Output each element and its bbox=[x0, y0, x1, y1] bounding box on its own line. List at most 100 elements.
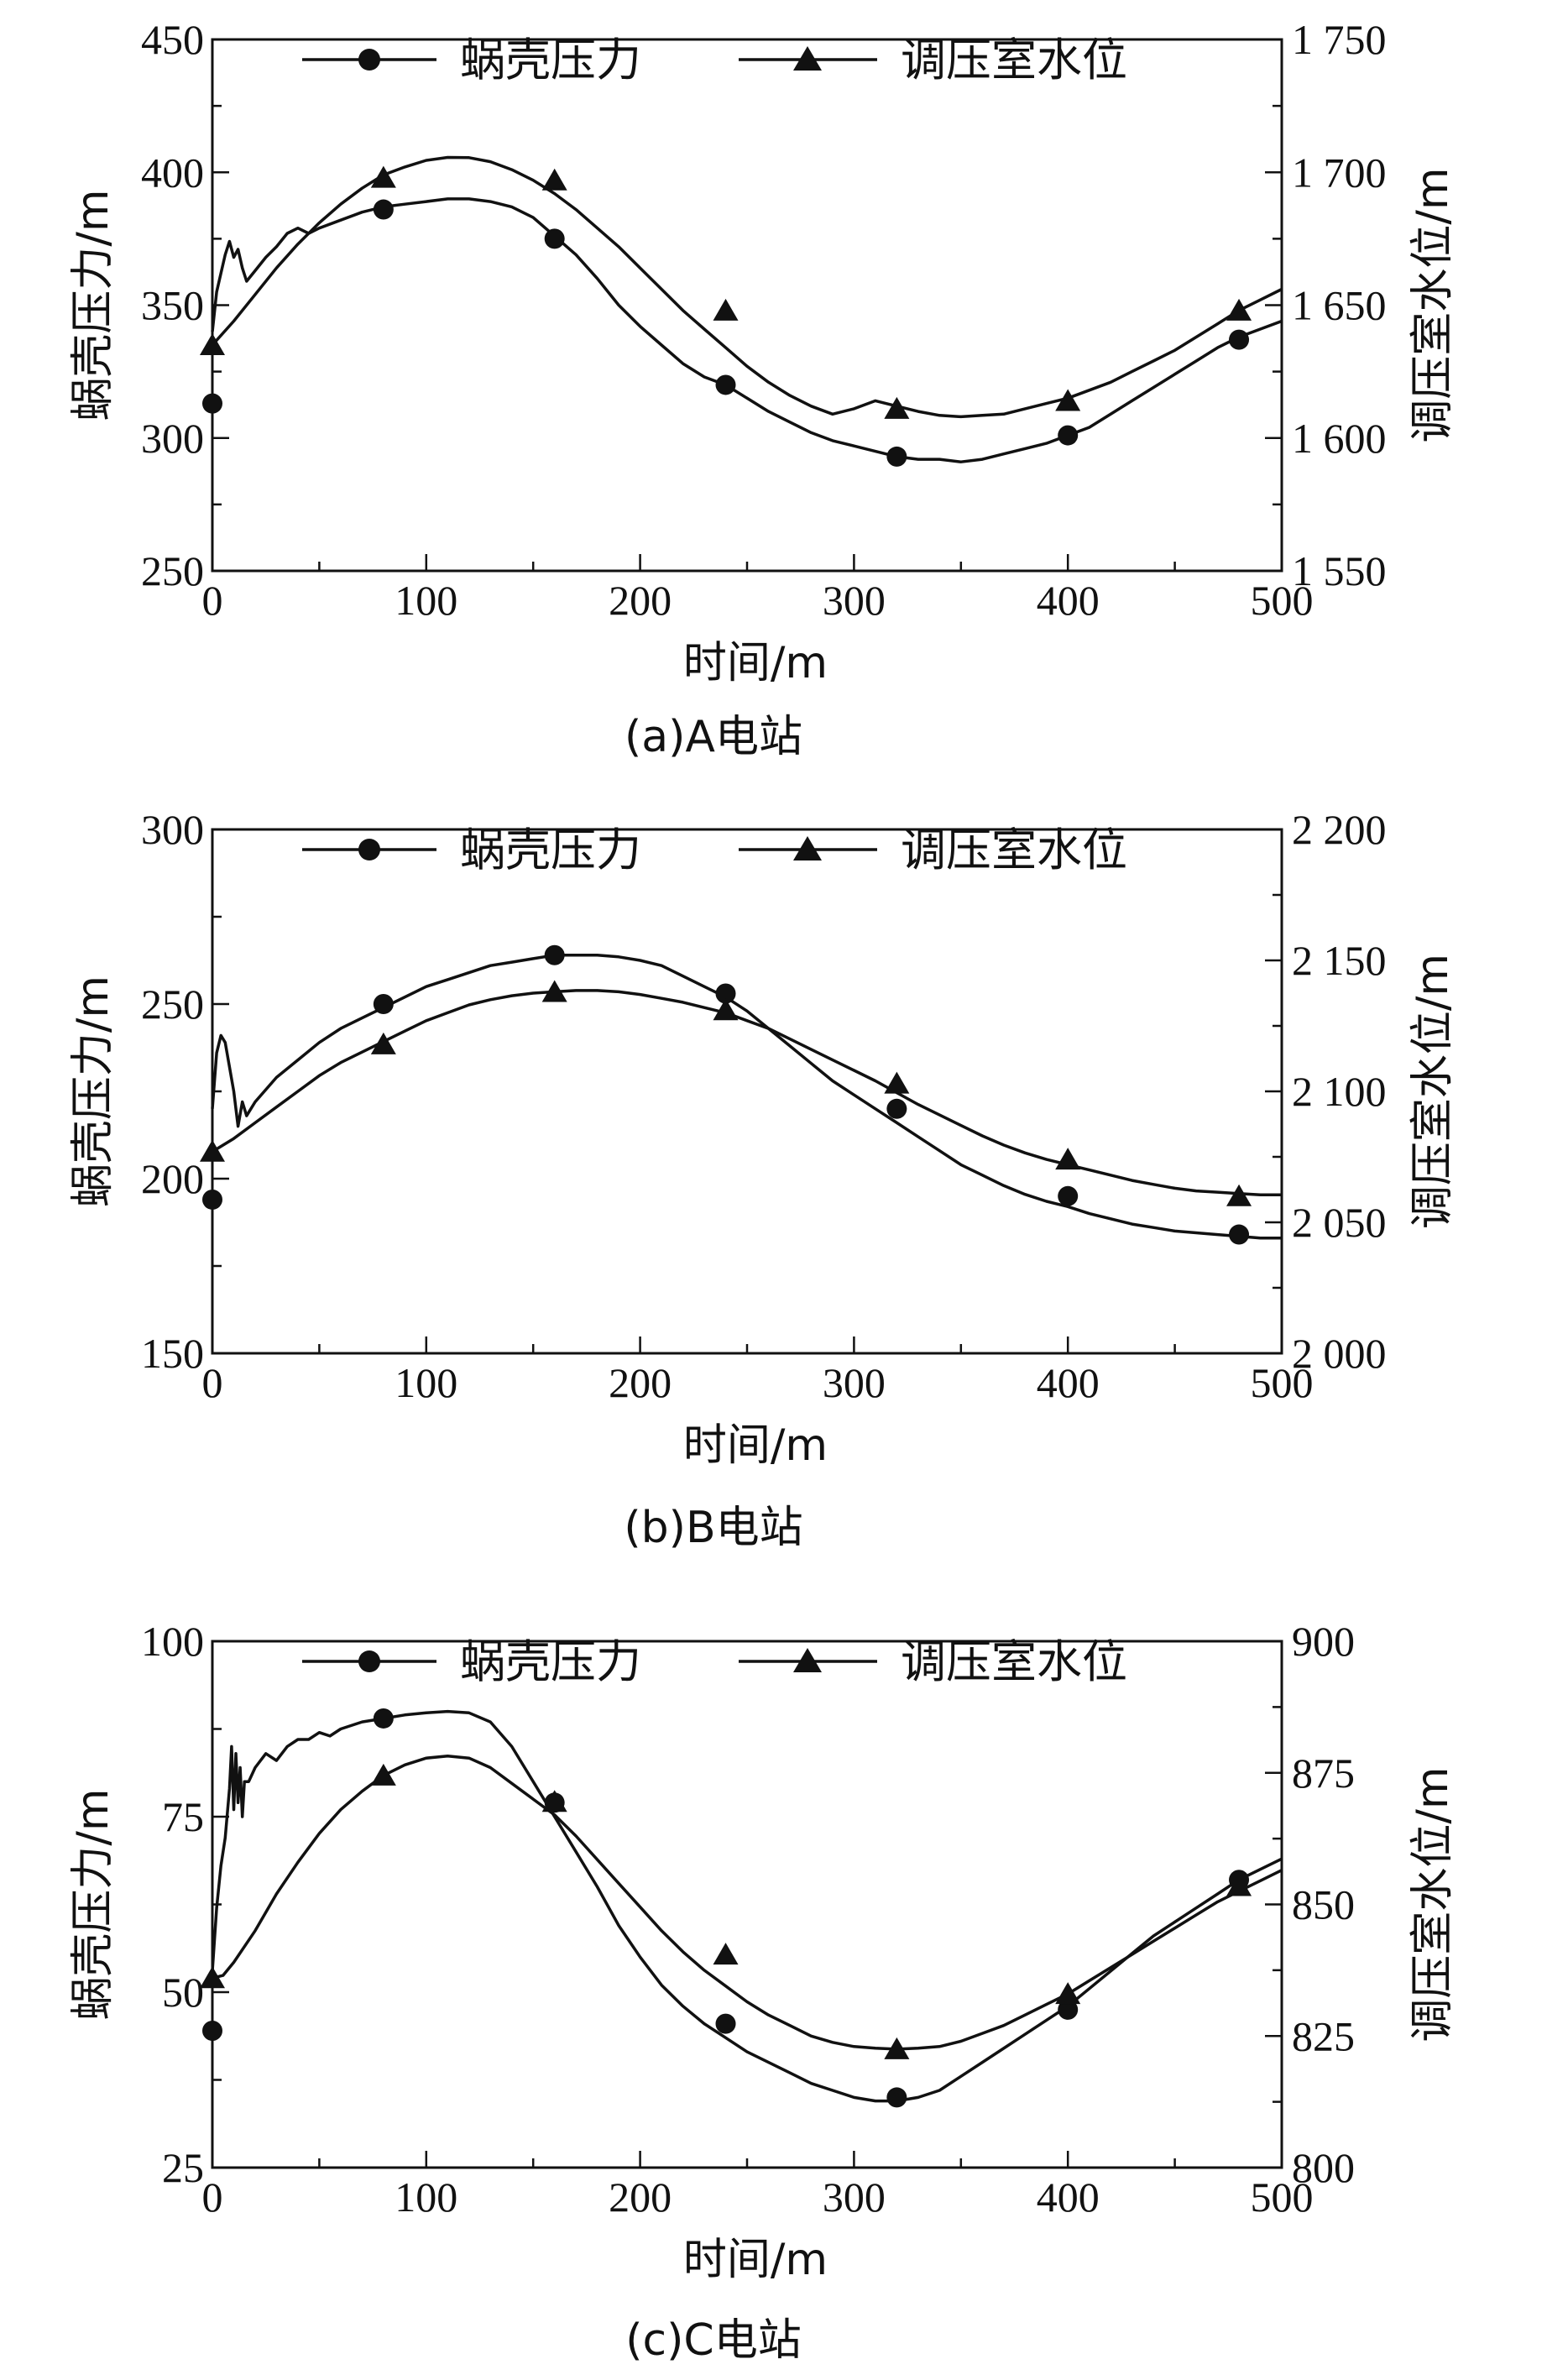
marker-circle bbox=[373, 199, 394, 220]
y-left-tick-label: 200 bbox=[141, 1155, 204, 1202]
x-tick-label: 400 bbox=[1037, 1359, 1100, 1406]
marker-circle bbox=[886, 1098, 907, 1119]
y-right-tick-label: 825 bbox=[1292, 2012, 1355, 2059]
legend-marker-triangle bbox=[793, 1648, 822, 1672]
y-left-tick-label: 150 bbox=[141, 1330, 204, 1377]
marker-circle bbox=[202, 2020, 222, 2041]
marker-triangle bbox=[1226, 298, 1252, 321]
series-line-pressure bbox=[211, 954, 1282, 1240]
series-line-pressure bbox=[211, 1709, 1283, 2103]
x-axis-label: 时间/m bbox=[683, 2235, 828, 2285]
marker-circle bbox=[202, 1189, 222, 1210]
x-tick-label: 300 bbox=[823, 2173, 886, 2220]
y-right-tick-label: 1 600 bbox=[1292, 415, 1387, 462]
x-tick-label: 200 bbox=[609, 1359, 672, 1406]
y-left-tick-label: 300 bbox=[141, 806, 204, 853]
y-left-tick-label: 75 bbox=[162, 1793, 204, 1840]
marker-circle bbox=[373, 994, 394, 1014]
x-axis-label: 时间/m bbox=[683, 638, 828, 688]
marker-circle bbox=[1229, 1224, 1250, 1245]
legend-label-water-level: 调压室水位 bbox=[901, 824, 1127, 876]
x-tick-label: 0 bbox=[202, 2173, 223, 2220]
marker-circle bbox=[886, 2087, 907, 2108]
y-right-tick-label: 2 050 bbox=[1292, 1199, 1387, 1246]
x-tick-label: 400 bbox=[1037, 577, 1100, 624]
legend-marker-triangle bbox=[793, 46, 822, 71]
marker-triangle bbox=[713, 998, 739, 1021]
marker-circle bbox=[715, 2013, 736, 2034]
y-right-tick-label: 2 200 bbox=[1292, 806, 1387, 853]
panel-caption: (b)B电站 bbox=[624, 1503, 802, 1553]
marker-triangle bbox=[541, 1790, 567, 1812]
x-tick-label: 400 bbox=[1037, 2173, 1100, 2220]
y-left-tick-label: 400 bbox=[141, 149, 204, 196]
y-right-axis-label: 调压室水位/m bbox=[1408, 1766, 1458, 2042]
y-left-tick-label: 250 bbox=[141, 981, 204, 1028]
marker-triangle bbox=[884, 396, 910, 419]
marker-circle bbox=[373, 1708, 394, 1729]
series-line-water-level bbox=[211, 155, 1283, 419]
marker-circle bbox=[1058, 425, 1079, 446]
marker-triangle bbox=[541, 980, 567, 1002]
y-left-tick-label: 300 bbox=[141, 415, 204, 462]
marker-circle bbox=[544, 228, 565, 249]
marker-circle bbox=[202, 393, 222, 414]
x-tick-label: 0 bbox=[202, 1359, 223, 1406]
legend-marker-circle bbox=[358, 839, 380, 860]
x-tick-label: 200 bbox=[609, 2173, 672, 2220]
legend-label-water-level: 调压室水位 bbox=[901, 34, 1127, 86]
marker-circle bbox=[715, 983, 736, 1004]
legend-label-pressure: 蜗壳压力 bbox=[460, 34, 641, 86]
chart-panel-a: 0 100 200 300 400 500 250 300 350 400 450 1 550 1 60… bbox=[68, 16, 1458, 762]
marker-circle bbox=[1058, 1185, 1079, 1206]
marker-triangle bbox=[1226, 1184, 1252, 1206]
y-right-tick-label: 2 000 bbox=[1292, 1330, 1387, 1377]
y-left-axis-label: 蜗壳压力/m bbox=[68, 189, 118, 421]
marker-triangle bbox=[200, 332, 225, 355]
x-tick-label: 300 bbox=[823, 577, 886, 624]
x-tick-label: 300 bbox=[823, 1359, 886, 1406]
series-line-water-level bbox=[212, 989, 1282, 1196]
chart-panel-b: 0 100 200 300 400 500 150 200 250 300 2 000 2 050 2 … bbox=[68, 806, 1458, 1553]
y-left-tick-label: 350 bbox=[141, 282, 204, 329]
marker-triangle bbox=[200, 1139, 225, 1162]
legend-label-pressure: 蜗壳压力 bbox=[460, 1635, 641, 1688]
y-left-tick-label: 450 bbox=[141, 16, 204, 63]
marker-triangle bbox=[370, 1032, 396, 1054]
y-right-axis-label: 调压室水位/m bbox=[1408, 167, 1458, 442]
panel-caption: (a)A电站 bbox=[625, 712, 802, 762]
marker-circle bbox=[544, 944, 565, 965]
y-left-tick-label: 25 bbox=[162, 2144, 204, 2191]
legend-label-pressure: 蜗壳压力 bbox=[460, 824, 641, 876]
legend: 蜗壳压力 调压室水位 bbox=[302, 824, 1127, 876]
legend-label-water-level: 调压室水位 bbox=[901, 1635, 1127, 1688]
marker-triangle bbox=[713, 1943, 739, 1965]
y-right-tick-label: 800 bbox=[1292, 2144, 1355, 2191]
y-right-tick-label: 1 750 bbox=[1292, 16, 1387, 63]
marker-triangle bbox=[370, 165, 396, 188]
marker-triangle bbox=[713, 298, 739, 321]
legend: 蜗壳压力 调压室水位 bbox=[302, 34, 1127, 86]
legend-marker-triangle bbox=[793, 836, 822, 860]
marker-triangle bbox=[1055, 1982, 1081, 2005]
y-right-axis-label: 调压室水位/m bbox=[1408, 954, 1458, 1229]
x-tick-label: 100 bbox=[395, 2173, 457, 2220]
y-left-tick-label: 50 bbox=[162, 1969, 204, 2016]
chart-panel-c: 0 100 200 300 400 500 25 50 75 100 800 825 850 875 900… bbox=[68, 1618, 1458, 2366]
y-right-tick-label: 1 700 bbox=[1292, 149, 1387, 196]
x-tick-label: 100 bbox=[395, 1359, 457, 1406]
y-left-axis-label: 蜗壳压力/m bbox=[68, 976, 118, 1207]
marker-triangle bbox=[200, 1966, 225, 1989]
marker-circle bbox=[1229, 329, 1250, 350]
x-axis-label: 时间/m bbox=[683, 1420, 828, 1471]
y-right-tick-label: 1 550 bbox=[1292, 547, 1387, 594]
y-right-tick-label: 2 100 bbox=[1292, 1068, 1387, 1115]
series-line-water-level bbox=[212, 1754, 1283, 2051]
y-right-tick-label: 850 bbox=[1292, 1881, 1355, 1928]
x-tick-label: 200 bbox=[609, 577, 672, 624]
y-left-tick-label: 250 bbox=[141, 547, 204, 594]
y-right-tick-label: 2 150 bbox=[1292, 937, 1387, 984]
marker-triangle bbox=[1055, 389, 1081, 411]
plot-frame bbox=[211, 828, 1283, 1355]
marker-triangle bbox=[370, 1763, 396, 1786]
